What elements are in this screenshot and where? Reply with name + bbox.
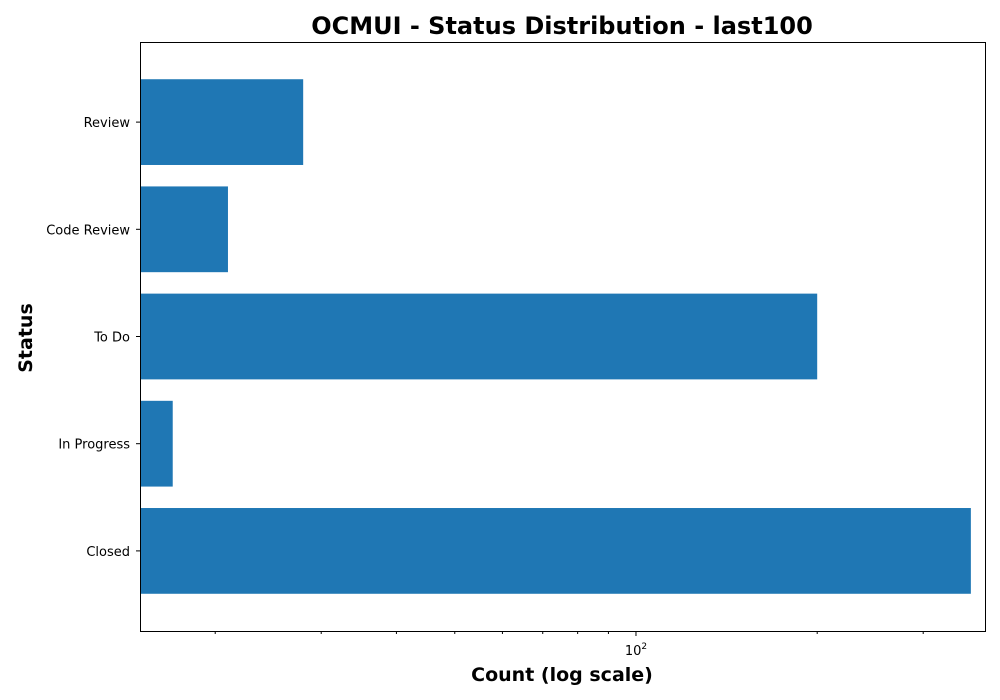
x-tick-label: 102 bbox=[625, 642, 647, 659]
y-axis-ticks: Closed In Progress To Do Code Review Review bbox=[46, 116, 140, 560]
plot-frame bbox=[140, 42, 986, 632]
bar-code-review bbox=[140, 186, 228, 273]
y-tick-label: Closed bbox=[86, 545, 130, 560]
chart-title: OCMUI - Status Distribution - last100 bbox=[311, 12, 813, 40]
bar-to-do bbox=[140, 293, 818, 380]
x-axis-ticks: 102 bbox=[214, 631, 924, 659]
y-tick-label: In Progress bbox=[58, 438, 130, 453]
bars-group bbox=[140, 79, 971, 594]
bar-closed bbox=[140, 508, 971, 594]
y-tick-label: To Do bbox=[93, 331, 130, 346]
bar-in-progress bbox=[140, 400, 173, 487]
x-axis-label: Count (log scale) bbox=[471, 664, 653, 686]
bar-review bbox=[140, 79, 304, 165]
y-tick-label: Code Review bbox=[46, 223, 130, 238]
y-axis-label: Status bbox=[15, 303, 37, 373]
y-tick-label: Review bbox=[84, 116, 131, 131]
